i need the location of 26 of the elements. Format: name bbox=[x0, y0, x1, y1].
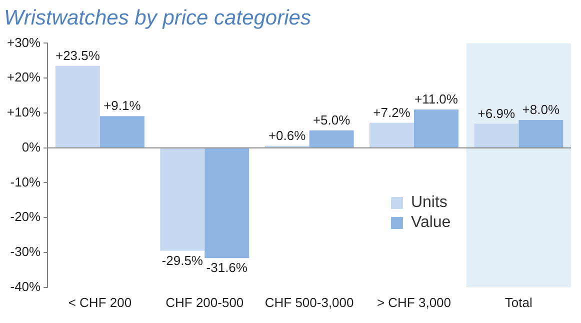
data-label: +23.5% bbox=[55, 48, 100, 63]
y-tick-label: -20% bbox=[10, 209, 42, 224]
legend-label: Units bbox=[410, 194, 448, 212]
x-tick-label: < CHF 200 bbox=[68, 294, 132, 310]
data-label: +5.0% bbox=[312, 112, 351, 128]
y-tick-label: +20% bbox=[6, 70, 42, 85]
x-tick-label: Total bbox=[504, 294, 532, 310]
x-tick-label: CHF 500-3,000 bbox=[264, 294, 354, 310]
y-tick-label: 0% bbox=[22, 139, 42, 154]
y-tick-label: -40% bbox=[10, 278, 42, 294]
y-tick-label: -10% bbox=[10, 174, 42, 190]
x-tick-label: CHF 200-500 bbox=[166, 294, 244, 310]
y-tick-label: +30% bbox=[6, 34, 42, 50]
data-label: +0.6% bbox=[268, 128, 306, 143]
data-label: +7.2% bbox=[373, 104, 411, 120]
y-tick-label: +10% bbox=[6, 104, 42, 120]
data-label: +8.0% bbox=[522, 102, 560, 118]
y-tick-label: -30% bbox=[10, 244, 42, 260]
x-tick-label: > CHF 3,000 bbox=[376, 294, 452, 310]
chart-title: Wristwatches by price categories bbox=[4, 6, 312, 30]
legend-label: Value bbox=[410, 214, 451, 232]
data-label: -29.5% bbox=[162, 252, 204, 268]
data-label: +6.9% bbox=[478, 106, 516, 121]
data-label: -31.6% bbox=[206, 260, 248, 276]
data-label: +9.1% bbox=[104, 98, 142, 114]
data-label: +11.0% bbox=[414, 92, 458, 107]
